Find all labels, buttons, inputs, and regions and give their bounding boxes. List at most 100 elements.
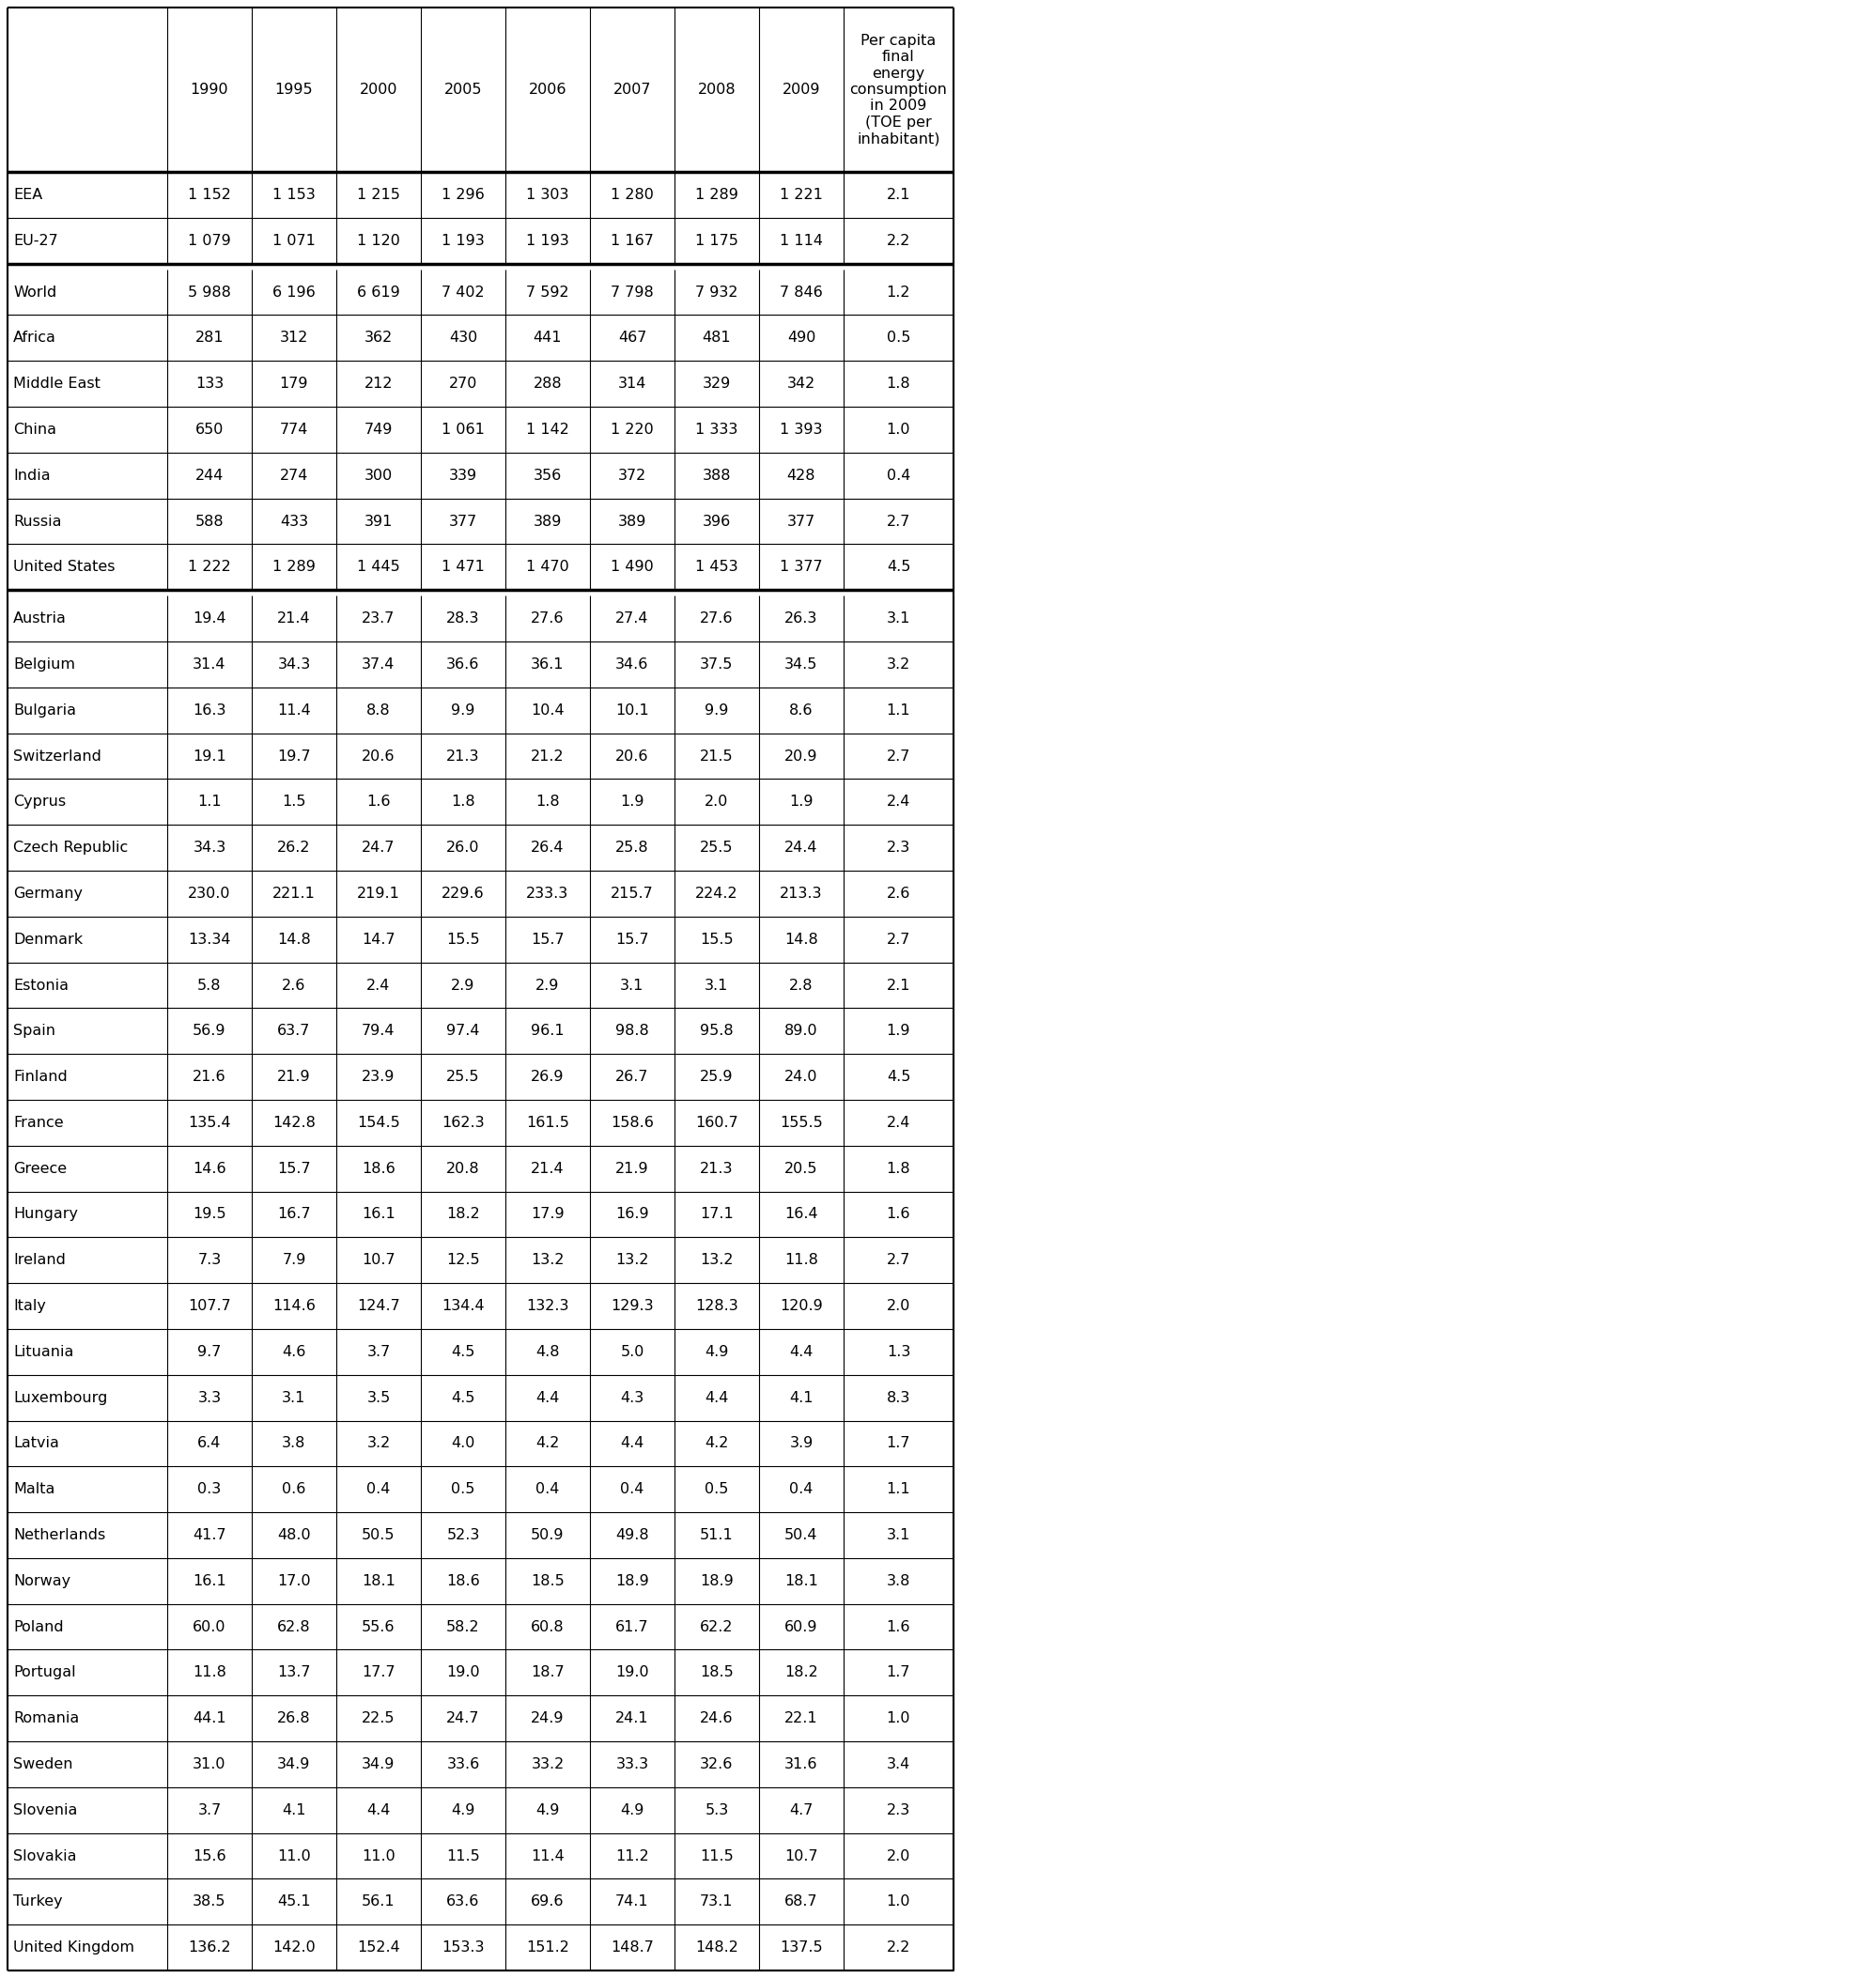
Text: 4.8: 4.8 [537,1345,559,1359]
Text: 1.0: 1.0 [887,423,910,437]
Text: 97.4: 97.4 [446,1025,480,1038]
Text: 5 988: 5 988 [188,285,231,299]
Text: 0.4: 0.4 [537,1482,559,1497]
Text: 1.9: 1.9 [887,1025,910,1038]
Text: 15.5: 15.5 [446,932,480,947]
Text: 18.6: 18.6 [362,1161,396,1175]
Text: 10.7: 10.7 [784,1849,818,1863]
Text: 19.5: 19.5 [193,1207,227,1222]
Text: 15.5: 15.5 [700,932,734,947]
Text: 1 220: 1 220 [612,423,653,437]
Text: 377: 377 [788,514,816,528]
Text: 1.7: 1.7 [887,1665,910,1679]
Text: 4.4: 4.4 [366,1804,390,1818]
Text: 16.9: 16.9 [615,1207,649,1222]
Text: 1 303: 1 303 [527,188,568,202]
Text: 3.4: 3.4 [887,1756,910,1772]
Text: 98.8: 98.8 [615,1025,649,1038]
Text: 11.4: 11.4 [531,1849,565,1863]
Text: 0.4: 0.4 [790,1482,812,1497]
Text: 24.6: 24.6 [700,1711,734,1725]
Text: 1.2: 1.2 [887,285,910,299]
Text: 1.3: 1.3 [887,1345,910,1359]
Text: 2.6: 2.6 [281,979,306,993]
Text: 114.6: 114.6 [272,1300,315,1313]
Text: 155.5: 155.5 [780,1116,824,1129]
Text: 21.9: 21.9 [615,1161,649,1175]
Text: 23.7: 23.7 [362,611,396,625]
Text: 7 798: 7 798 [612,285,653,299]
Text: 1.9: 1.9 [621,795,643,809]
Text: 1.8: 1.8 [450,795,475,809]
Text: 11.5: 11.5 [700,1849,734,1863]
Text: 18.5: 18.5 [700,1665,734,1679]
Text: 58.2: 58.2 [446,1620,480,1634]
Text: 21.9: 21.9 [278,1070,311,1084]
Text: 27.4: 27.4 [615,611,649,625]
Text: 27.6: 27.6 [700,611,734,625]
Text: 17.0: 17.0 [278,1574,311,1588]
Text: 9.7: 9.7 [197,1345,221,1359]
Text: 134.4: 134.4 [441,1300,484,1313]
Text: 24.9: 24.9 [531,1711,565,1725]
Text: 33.2: 33.2 [531,1756,565,1772]
Text: 3.8: 3.8 [887,1574,910,1588]
Text: 19.1: 19.1 [193,750,227,764]
Text: 41.7: 41.7 [193,1529,227,1543]
Text: 16.4: 16.4 [784,1207,818,1222]
Text: 51.1: 51.1 [700,1529,734,1543]
Text: 4.5: 4.5 [887,560,910,574]
Text: 25.9: 25.9 [700,1070,734,1084]
Text: Denmark: Denmark [13,932,83,947]
Text: 2.2: 2.2 [887,233,910,247]
Text: 1 445: 1 445 [356,560,400,574]
Text: 1.6: 1.6 [887,1207,910,1222]
Text: 1 152: 1 152 [188,188,231,202]
Text: Slovenia: Slovenia [13,1804,77,1818]
Text: 389: 389 [617,514,647,528]
Text: 31.0: 31.0 [193,1756,227,1772]
Text: 7 846: 7 846 [780,285,824,299]
Text: 11.0: 11.0 [362,1849,396,1863]
Text: 356: 356 [533,469,563,483]
Text: 137.5: 137.5 [780,1940,824,1954]
Text: 25.8: 25.8 [615,841,649,854]
Text: 1 114: 1 114 [780,233,824,247]
Text: 26.8: 26.8 [278,1711,311,1725]
Text: 14.8: 14.8 [278,932,311,947]
Text: Netherlands: Netherlands [13,1529,105,1543]
Text: 31.4: 31.4 [193,657,227,673]
Text: 36.1: 36.1 [531,657,565,673]
Text: 20.6: 20.6 [362,750,396,764]
Text: 15.6: 15.6 [193,1849,227,1863]
Text: 428: 428 [788,469,816,483]
Text: 244: 244 [195,469,223,483]
Text: India: India [13,469,51,483]
Text: 749: 749 [364,423,392,437]
Text: 5.8: 5.8 [197,979,221,993]
Text: 1 167: 1 167 [612,233,653,247]
Text: 24.1: 24.1 [615,1711,649,1725]
Text: 48.0: 48.0 [278,1529,311,1543]
Text: China: China [13,423,56,437]
Text: 11.4: 11.4 [278,704,311,718]
Text: 1 296: 1 296 [441,188,484,202]
Text: 21.6: 21.6 [193,1070,227,1084]
Text: 1 153: 1 153 [272,188,315,202]
Text: 1.8: 1.8 [887,1161,910,1175]
Text: 16.1: 16.1 [193,1574,227,1588]
Text: 18.1: 18.1 [784,1574,818,1588]
Text: 0.5: 0.5 [705,1482,728,1497]
Text: 4.5: 4.5 [452,1391,475,1404]
Text: 2.3: 2.3 [887,841,910,854]
Text: 2.3: 2.3 [887,1804,910,1818]
Text: 79.4: 79.4 [362,1025,396,1038]
Text: 160.7: 160.7 [696,1116,739,1129]
Text: 13.2: 13.2 [531,1254,565,1268]
Text: 2007: 2007 [613,83,651,97]
Text: EU-27: EU-27 [13,233,58,247]
Text: 396: 396 [702,514,732,528]
Text: 37.5: 37.5 [700,657,734,673]
Text: 32.6: 32.6 [700,1756,734,1772]
Text: Latvia: Latvia [13,1436,58,1450]
